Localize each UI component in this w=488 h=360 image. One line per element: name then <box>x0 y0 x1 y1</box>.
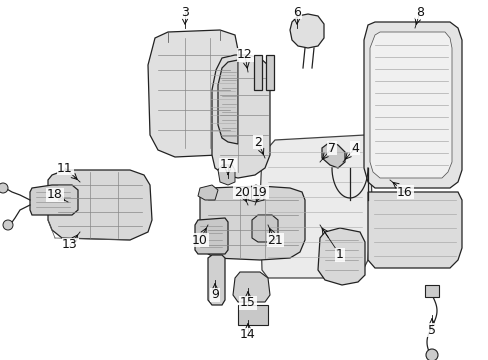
Text: 10: 10 <box>192 234 207 247</box>
Text: 9: 9 <box>211 288 219 302</box>
Polygon shape <box>369 32 451 178</box>
Polygon shape <box>30 185 78 215</box>
Polygon shape <box>260 135 371 278</box>
Polygon shape <box>218 165 235 185</box>
Polygon shape <box>148 30 240 157</box>
Polygon shape <box>200 186 305 260</box>
Text: 14: 14 <box>240 328 255 342</box>
Bar <box>424 285 438 297</box>
Polygon shape <box>232 272 269 302</box>
Text: 8: 8 <box>415 5 423 18</box>
Polygon shape <box>218 60 238 144</box>
Text: 3: 3 <box>181 5 188 18</box>
Polygon shape <box>48 170 152 240</box>
Bar <box>253 55 262 90</box>
Polygon shape <box>289 14 324 48</box>
Polygon shape <box>321 142 345 168</box>
Text: 2: 2 <box>254 135 262 148</box>
Bar <box>238 305 267 325</box>
Text: 16: 16 <box>396 185 412 198</box>
Polygon shape <box>317 228 364 285</box>
Text: 17: 17 <box>220 158 235 171</box>
Text: 1: 1 <box>335 248 343 261</box>
Text: 20: 20 <box>234 185 249 198</box>
Text: 6: 6 <box>292 5 300 18</box>
Text: 18: 18 <box>47 189 63 202</box>
Text: 5: 5 <box>427 324 435 337</box>
Text: 7: 7 <box>327 141 335 154</box>
Polygon shape <box>367 192 461 268</box>
Text: 11: 11 <box>57 162 73 175</box>
Polygon shape <box>198 185 218 200</box>
Polygon shape <box>247 185 264 202</box>
Text: 21: 21 <box>266 234 282 247</box>
Text: 19: 19 <box>252 185 267 198</box>
Polygon shape <box>195 218 227 254</box>
Bar <box>265 55 273 90</box>
Circle shape <box>425 349 437 360</box>
Text: 13: 13 <box>62 238 78 252</box>
Polygon shape <box>212 55 269 178</box>
Text: 12: 12 <box>237 49 252 62</box>
Circle shape <box>3 220 13 230</box>
Polygon shape <box>251 215 278 242</box>
Circle shape <box>0 183 8 193</box>
Polygon shape <box>207 255 224 305</box>
Polygon shape <box>363 22 461 188</box>
Text: 15: 15 <box>240 297 255 310</box>
Text: 4: 4 <box>350 141 358 154</box>
